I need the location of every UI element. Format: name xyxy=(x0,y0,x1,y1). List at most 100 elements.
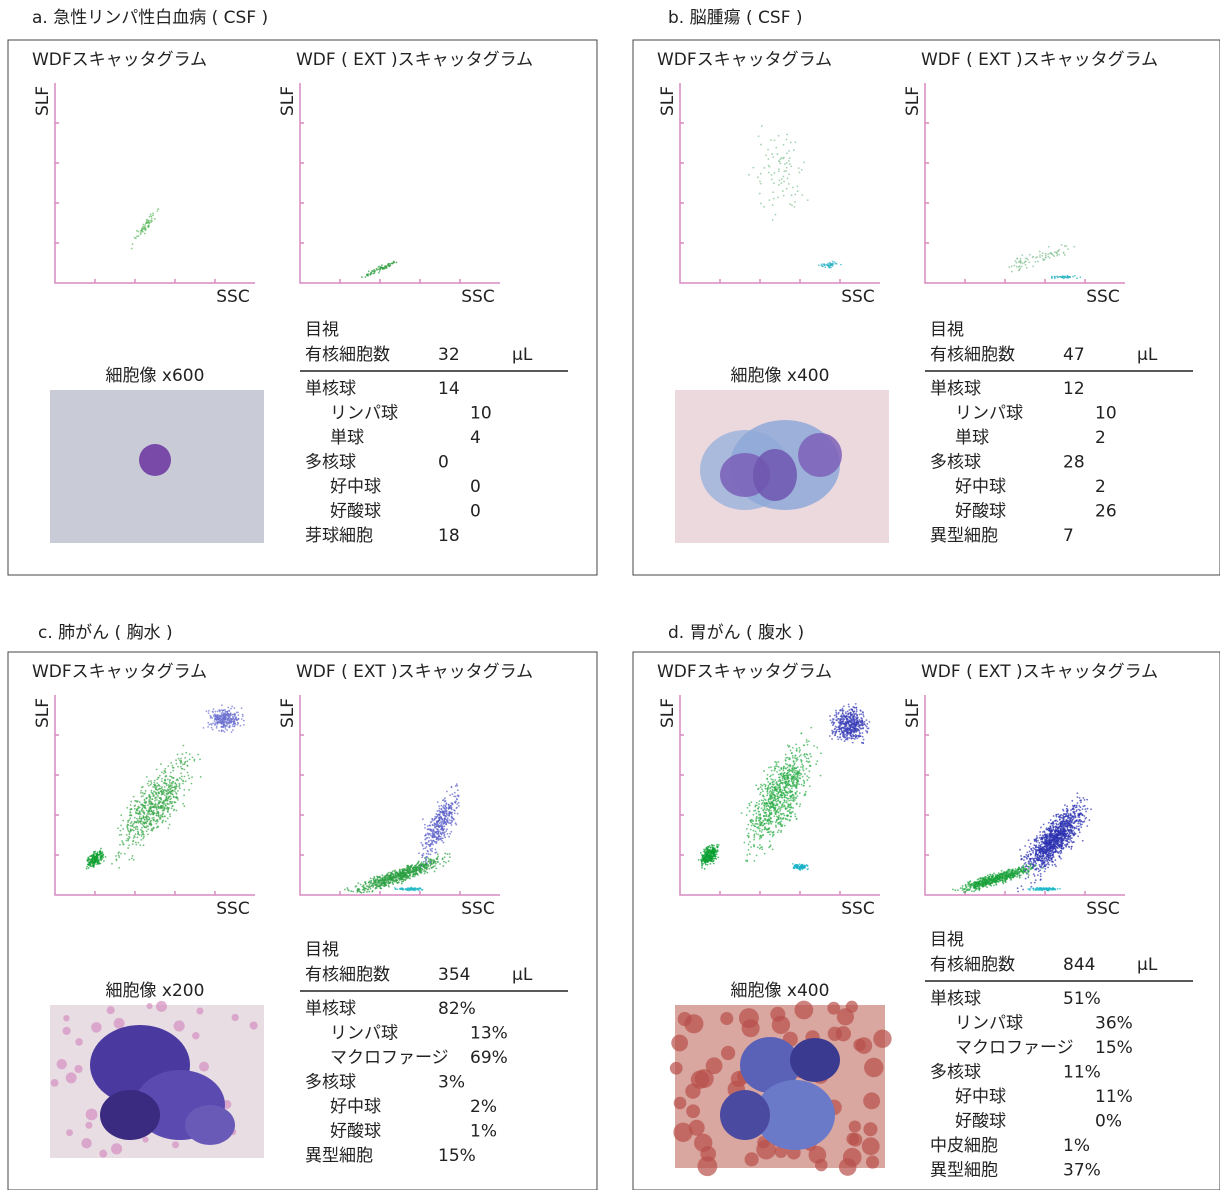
scatter-dot xyxy=(779,786,781,788)
scatter-dot xyxy=(789,745,791,747)
scatter-dot xyxy=(418,860,420,862)
scatter-dot xyxy=(854,713,856,715)
scatter-dot xyxy=(183,805,185,807)
scatter-dot xyxy=(143,823,145,825)
scatter-dot xyxy=(1026,258,1028,260)
scatter-dot xyxy=(127,838,129,840)
scatter-dot xyxy=(784,163,786,165)
scatter-dot xyxy=(746,860,748,862)
scatter-title: WDF ( EXT )スキャッタグラム xyxy=(921,662,1158,682)
scatter-dot xyxy=(788,800,790,802)
scatter-dot xyxy=(158,802,160,804)
scatter-dot xyxy=(447,853,449,855)
scatter-dot xyxy=(1069,276,1071,278)
scatter-dot xyxy=(438,810,440,812)
y-axis-label: SLF xyxy=(278,86,298,116)
row-value: 12 xyxy=(1063,379,1085,399)
scatter-dot xyxy=(756,855,758,857)
scatter-dot xyxy=(440,826,442,828)
scatter-dot xyxy=(145,228,147,230)
scatter-dot xyxy=(799,805,801,807)
scatter-dot xyxy=(786,787,788,789)
scatter-dot xyxy=(792,863,794,865)
scatter-dot xyxy=(444,856,446,858)
scatter-dot xyxy=(795,785,797,787)
scatter-dot xyxy=(422,844,424,846)
scatter-dot xyxy=(389,882,391,884)
scatter-dot xyxy=(1067,248,1069,250)
scatter-dot xyxy=(798,773,800,775)
scatter-dot xyxy=(862,722,864,724)
scatter-dot xyxy=(779,810,781,812)
scatter-dot xyxy=(426,837,428,839)
y-axis-label: SLF xyxy=(658,86,678,116)
x-axis-label: SSC xyxy=(1086,287,1119,307)
scatter-dot xyxy=(804,756,806,758)
scatter-dot xyxy=(151,817,153,819)
scatter-dot xyxy=(759,830,761,832)
scatter-dot xyxy=(756,833,758,835)
scatter-dot xyxy=(436,837,438,839)
scatter-dot xyxy=(796,818,798,820)
scatter-dot xyxy=(757,788,759,790)
scatter-dot xyxy=(128,859,130,861)
scatter-dot xyxy=(778,135,780,137)
scatter-dot xyxy=(804,793,806,795)
scatter-dot xyxy=(168,807,170,809)
scatter-dot xyxy=(450,831,452,833)
scatter-dot xyxy=(156,814,158,816)
scatter-dot xyxy=(427,865,429,867)
rbc xyxy=(57,1059,67,1069)
scatter-dot xyxy=(701,865,703,867)
scatter-dot xyxy=(376,879,378,881)
scatter-dot xyxy=(445,830,447,832)
scatter-dot xyxy=(360,884,362,886)
scatter-dot xyxy=(161,822,163,824)
scatter-dot xyxy=(767,149,769,151)
scatter-dot xyxy=(150,213,152,215)
scatter-dot xyxy=(226,725,228,727)
scatter-dot xyxy=(424,870,426,872)
scatter-dot xyxy=(221,721,223,723)
scatter-dot xyxy=(216,725,218,727)
scatter-dot xyxy=(1032,265,1034,267)
scatter-dot xyxy=(1041,255,1043,257)
scatter-dot xyxy=(142,795,144,797)
scatter-dot xyxy=(781,825,783,827)
scatter-dot xyxy=(868,727,870,729)
scatter-dot xyxy=(746,854,748,856)
scatter-dot xyxy=(1082,840,1084,842)
scatter-dot xyxy=(162,813,164,815)
scatter-dot xyxy=(841,707,843,709)
scatter-dot xyxy=(160,763,162,765)
scatter-dot xyxy=(760,847,762,849)
scatter-dot xyxy=(163,800,165,802)
scatter-dot xyxy=(396,872,398,874)
scatter-dot xyxy=(132,843,134,845)
scatter-title: WDFスキャッタグラム xyxy=(657,662,832,682)
scatter-dot xyxy=(840,264,842,266)
scatter-dot xyxy=(772,832,774,834)
scatter-dot xyxy=(766,805,768,807)
scatter-dot xyxy=(778,815,780,817)
scatter-dot xyxy=(428,840,430,842)
scatter-dot xyxy=(145,805,147,807)
scatter-dot xyxy=(771,786,773,788)
scatter-dot xyxy=(225,728,227,730)
scatter-dot xyxy=(1082,797,1084,799)
scatter-dot xyxy=(134,805,136,807)
scatter-dot xyxy=(426,856,428,858)
scatter-dot xyxy=(784,801,786,803)
scatter-dot xyxy=(177,753,179,755)
scatter-dot xyxy=(126,826,128,828)
scatter-dot xyxy=(773,182,775,184)
scatter-dot xyxy=(157,795,159,797)
scatter-dot xyxy=(241,718,243,720)
scatter-dot xyxy=(767,790,769,792)
scatter-dot xyxy=(1049,253,1051,255)
scatter-dot xyxy=(769,776,771,778)
scatter-dot xyxy=(705,849,707,851)
scatter-dot xyxy=(764,788,766,790)
scatter-dot xyxy=(850,733,852,735)
scatter-dot xyxy=(855,721,857,723)
